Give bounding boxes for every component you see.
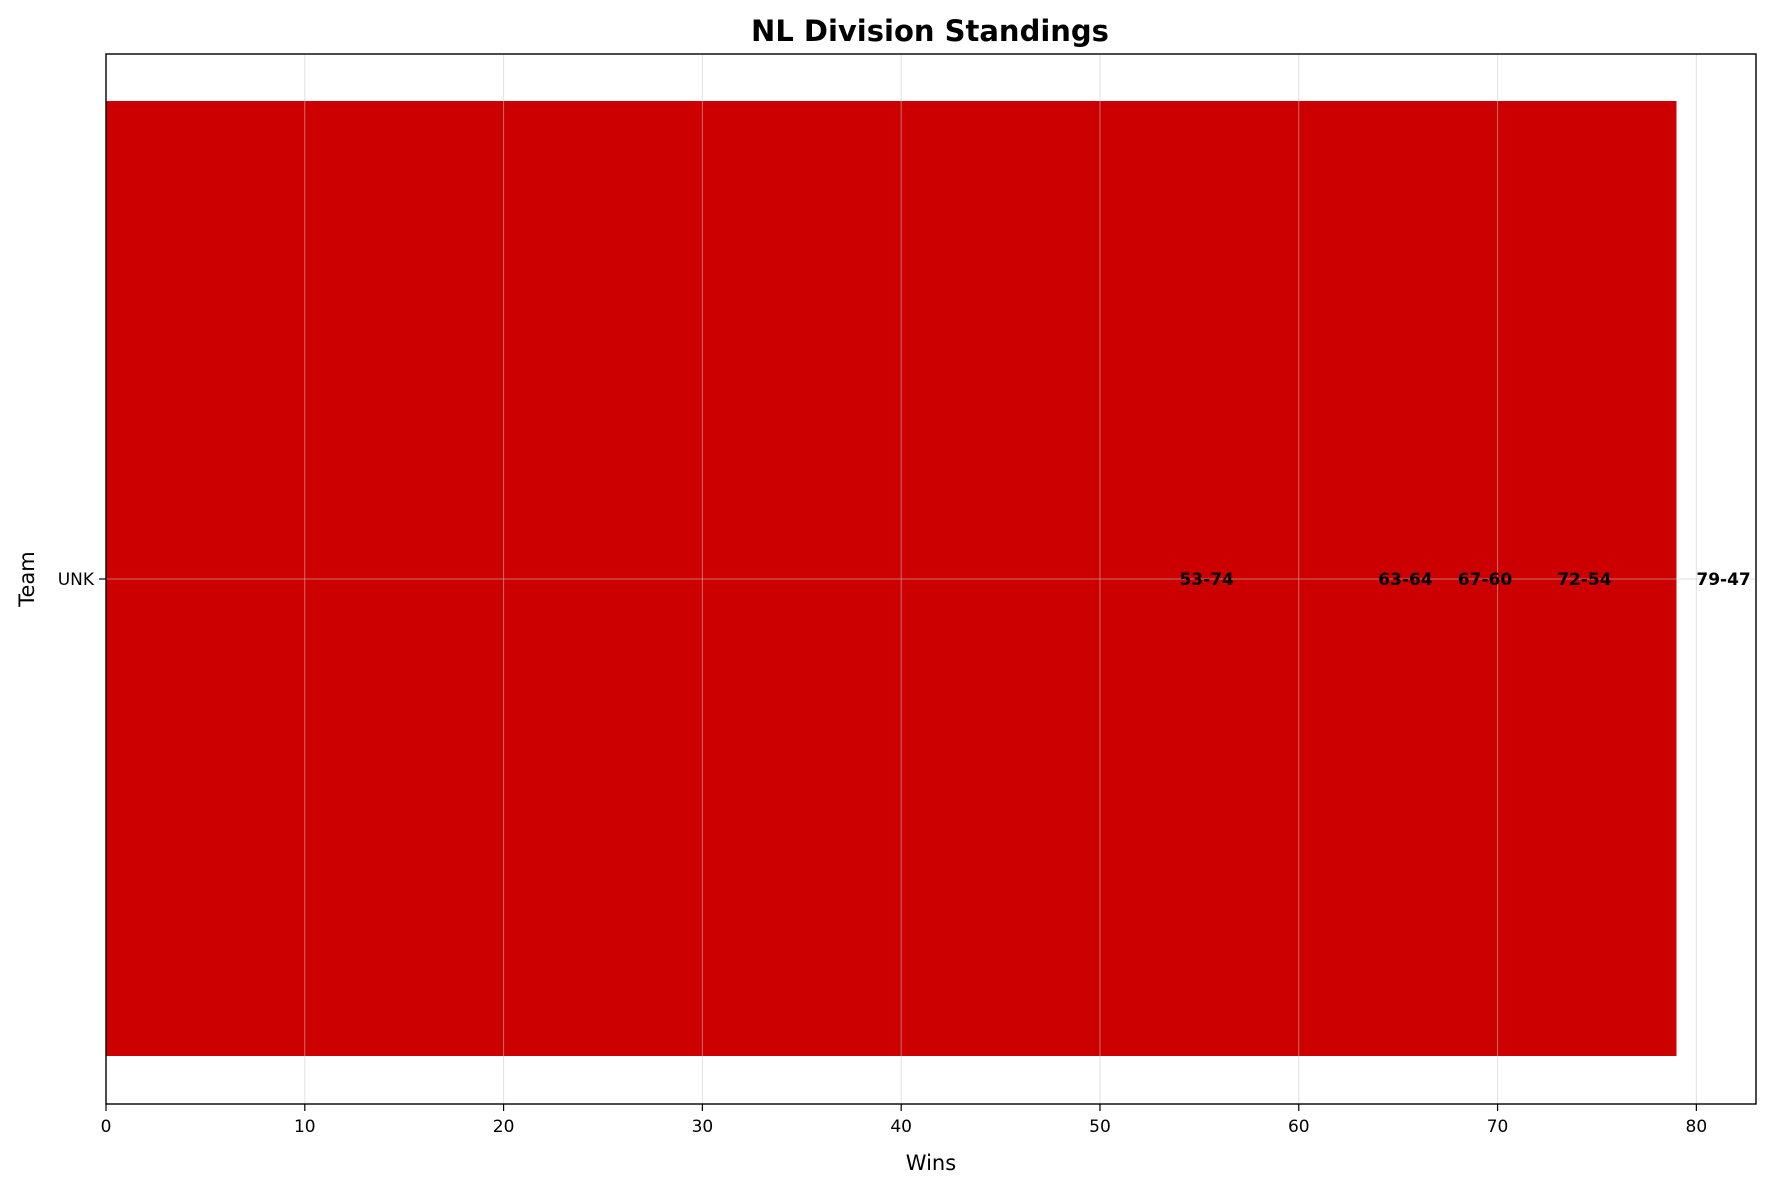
data-label: 53-74 (1179, 570, 1234, 590)
data-label: 72-54 (1557, 570, 1612, 590)
y-tick-label: UNK (58, 570, 95, 590)
grid-overlay (105, 54, 1756, 1104)
x-tick-label: 70 (1487, 1117, 1509, 1137)
x-tick-label: 80 (1686, 1117, 1708, 1137)
x-tick-label: 20 (493, 1117, 515, 1137)
x-tick-label: 0 (101, 1117, 112, 1137)
chart-title: NL Division Standings (751, 14, 1109, 48)
y-axis-ticks: UNK (58, 570, 106, 590)
x-tick-label: 10 (294, 1117, 316, 1137)
data-label: 79-47 (1696, 570, 1750, 590)
data-labels: 53-74 63-64 67-60 72-54 79-47 (1179, 570, 1750, 590)
x-axis-label: Wins (906, 1151, 956, 1175)
data-label: 67-60 (1458, 570, 1513, 590)
data-label: 63-64 (1378, 570, 1433, 590)
x-axis-ticks: 0 10 20 30 40 50 60 70 80 (101, 1104, 1708, 1137)
x-tick-label: 30 (692, 1117, 714, 1137)
x-tick-label: 50 (1089, 1117, 1111, 1137)
plot-frame (105, 53, 1757, 1105)
x-tick-label: 60 (1288, 1117, 1310, 1137)
x-tick-label: 40 (890, 1117, 912, 1137)
y-axis-label: Team (15, 551, 39, 608)
